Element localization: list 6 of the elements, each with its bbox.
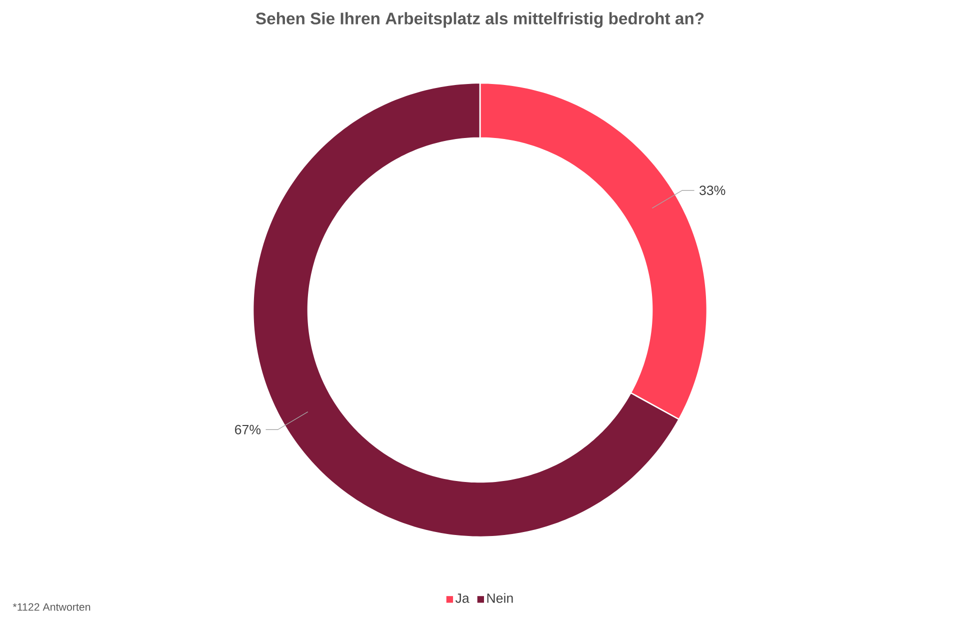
legend-label: Ja [455, 594, 470, 603]
data-label: 33% [699, 186, 726, 196]
legend-label: Nein [487, 593, 513, 603]
chart-title: Sehen Sie Ihren Arbeitsplatz als mittelfristig bedroht an? [256, 12, 704, 28]
data-label: 67% [235, 424, 261, 434]
text: *1122 Antworten [12, 603, 90, 611]
